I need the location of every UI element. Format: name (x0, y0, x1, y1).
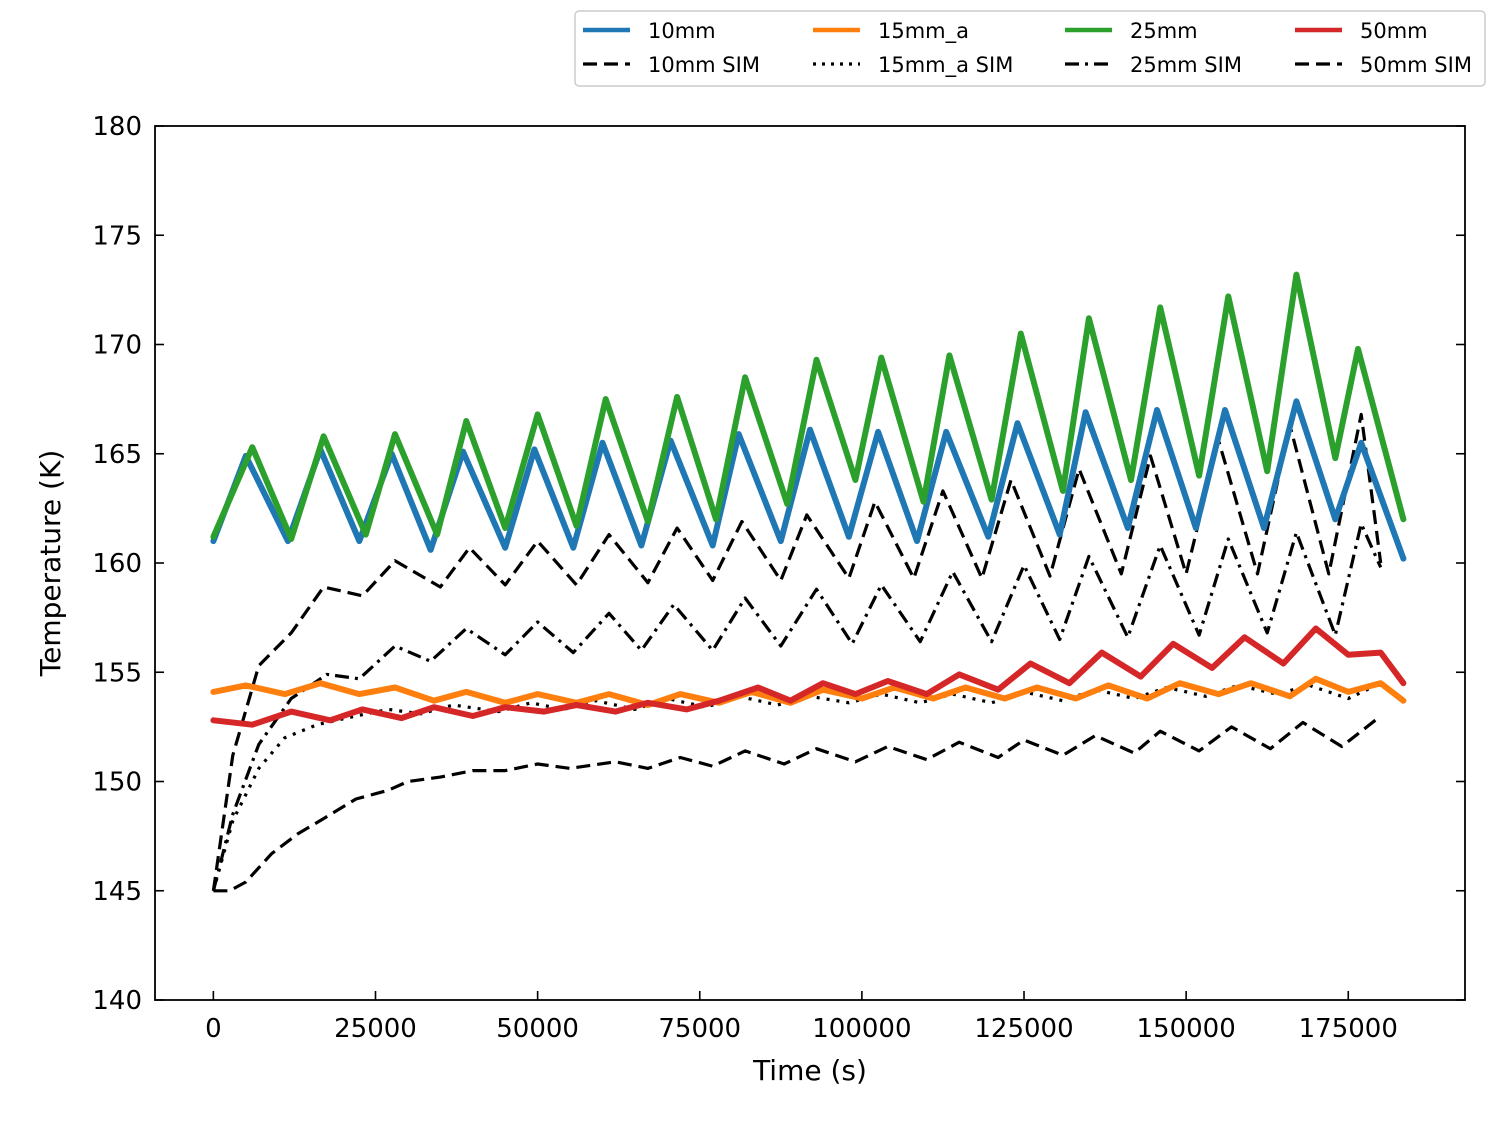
legend-label: 10mm (648, 19, 716, 43)
y-tick-label: 160 (92, 549, 142, 579)
legend-items: 10mm 15mm_a 25mm 50mm 10mm SIM 15mm_a SIM 25mm… (583, 19, 1472, 78)
series-line-15mm-a (210, 675, 1407, 708)
legend-label: 25mm (1130, 19, 1198, 43)
y-tick-label: 150 (92, 768, 142, 798)
series-line-10mm-sim (213, 714, 1382, 893)
x-tick-label: 125000 (974, 1014, 1073, 1044)
y-tick-label: 140 (92, 986, 142, 1016)
x-axis-label: Time (s) (752, 1054, 867, 1087)
y-axis-label: Temperature (K) (34, 450, 67, 677)
legend-box (574, 10, 1486, 87)
series-line-10mm (210, 398, 1407, 562)
y-tick-label: 180 (92, 112, 142, 142)
series-line-50mm-sim (211, 412, 1383, 892)
legend-label: 10mm SIM (648, 53, 760, 77)
y-tick-label: 165 (92, 440, 142, 470)
y-tick-label: 170 (92, 331, 142, 361)
series-line-50mm (210, 625, 1407, 728)
x-tick-label: 175000 (1299, 1014, 1398, 1044)
y-tick-label: 175 (92, 221, 142, 251)
ticks-layer: 0 25000 50000 75000 100000 125000 150000 175000… (92, 112, 1465, 1044)
series-line-25mm-sim (211, 522, 1383, 892)
legend: 10mm 15mm_a 25mm 50mm 10mm SIM 15mm_a SIM 25mm… (574, 10, 1486, 87)
legend-label: 15mm_a (878, 19, 969, 44)
legend-label: 25mm SIM (1130, 53, 1242, 77)
x-tick-label: 50000 (496, 1014, 579, 1044)
x-tick-label: 75000 (658, 1014, 741, 1044)
x-tick-label: 25000 (334, 1014, 417, 1044)
series-layer (210, 271, 1407, 893)
y-tick-label: 145 (92, 877, 142, 907)
legend-label: 15mm_a SIM (878, 53, 1013, 78)
x-tick-label: 100000 (812, 1014, 911, 1044)
y-tick-label: 155 (92, 658, 142, 688)
legend-label: 50mm SIM (1360, 53, 1472, 77)
x-tick-label: 150000 (1137, 1014, 1236, 1044)
legend-label: 50mm (1360, 19, 1428, 43)
x-tick-label: 0 (205, 1014, 222, 1044)
series-line-25mm (210, 271, 1407, 542)
